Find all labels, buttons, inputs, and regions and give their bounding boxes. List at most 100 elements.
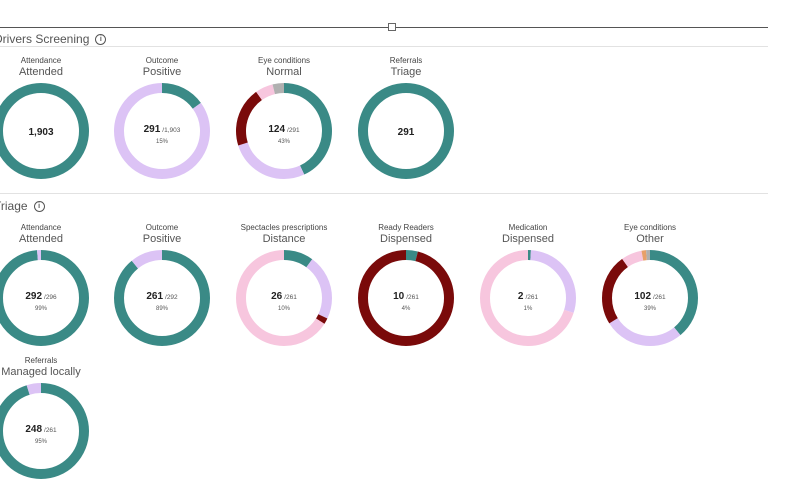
card-category: Referrals [24, 356, 58, 365]
value-count: 292 [25, 291, 42, 302]
donut-chart[interactable]: 291 [357, 82, 455, 180]
donut-center-value: 2/261 [518, 291, 539, 302]
section-title: Drivers Screening [0, 32, 90, 46]
donut-segment-lavender[interactable] [236, 250, 332, 346]
donut-center-value: 26/261 [271, 291, 297, 302]
card-subtitle: Normal [266, 66, 302, 78]
value-count: 10 [393, 291, 405, 302]
donut-segment-pink[interactable] [236, 250, 332, 346]
value-count: 291 [398, 127, 415, 138]
card-category: Attendance [20, 223, 62, 232]
kpi-card-outcome: Outcome Positive 291/1,903 15% [107, 56, 217, 180]
donut-segment-lavender[interactable] [0, 383, 89, 479]
kpi-card-attendance: Attendance Attended 1,903 [0, 56, 96, 180]
value-denominator: /261 [653, 294, 666, 301]
card-subtitle: Managed locally [1, 366, 81, 378]
section-title: Triage [0, 199, 28, 213]
donut-segment-lavender[interactable] [114, 83, 210, 179]
donut-center-value: 248/261 [25, 424, 57, 435]
card-subtitle: Dispensed [380, 233, 432, 245]
donut-center-value: 292/296 [25, 291, 57, 302]
card-category: Attendance [20, 56, 62, 65]
section-divider [0, 193, 768, 194]
value-percent: 89% [156, 306, 169, 312]
section-divider [0, 46, 768, 47]
card-subtitle: Distance [262, 233, 306, 245]
donut-chart[interactable]: 26/261 10% [235, 249, 333, 347]
donut-chart[interactable]: 10/261 4% [357, 249, 455, 347]
kpi-card-ready-readers: Ready Readers Dispensed 10/261 4% [351, 223, 461, 347]
donut-segment-lavender[interactable] [0, 250, 89, 346]
kpi-card-medication: Medication Dispensed 2/261 1% [473, 223, 583, 347]
donut-segment-maroon[interactable] [602, 250, 698, 346]
donut-chart[interactable]: 292/296 99% [0, 249, 90, 347]
donut-segment-lavender[interactable] [480, 250, 576, 346]
donut-chart[interactable]: 261/292 89% [113, 249, 211, 347]
donut-segment-teal[interactable] [358, 83, 454, 179]
card-category: Ready Readers [378, 223, 434, 232]
donut-chart[interactable]: 124/291 43% [235, 82, 333, 180]
info-icon[interactable]: i [33, 200, 45, 212]
kpi-card-eye-conditions: Eye conditions Other 102/261 39% [595, 223, 705, 347]
value-denominator: /261 [406, 294, 419, 301]
donut-chart[interactable]: 2/261 1% [479, 249, 577, 347]
card-subtitle: Attended [18, 233, 64, 245]
value-count: 291 [144, 124, 161, 135]
value-percent: 1% [524, 306, 533, 312]
donut-center-value: 1,903 [28, 127, 53, 138]
kpi-card-eye-conditions: Eye conditions Normal 124/291 43% [229, 56, 339, 180]
value-percent: 10% [278, 306, 291, 312]
value-denominator: /261 [284, 294, 297, 301]
card-category: Spectacles prescriptions [240, 223, 328, 232]
donut-center-value: 261/292 [146, 291, 178, 302]
donut-segment-lavender[interactable] [114, 250, 210, 346]
value-count: 124 [268, 124, 285, 135]
donut-chart[interactable]: 291/1,903 15% [113, 82, 211, 180]
donut-segment-teal[interactable] [0, 83, 89, 179]
card-subtitle: Other [636, 233, 664, 245]
value-percent: 43% [278, 139, 291, 145]
donut-center-value: 291/1,903 [144, 124, 181, 135]
donut-segment-maroon[interactable] [236, 83, 332, 179]
donut-chart[interactable]: 248/261 95% [0, 382, 90, 480]
value-denominator: /261 [44, 427, 57, 434]
value-percent: 99% [35, 306, 48, 312]
value-count: 2 [518, 291, 524, 302]
value-count: 1,903 [28, 127, 53, 138]
donut-center-value: 102/261 [634, 291, 666, 302]
donut-chart[interactable]: 102/261 39% [601, 249, 699, 347]
value-percent: 95% [35, 439, 48, 445]
card-category: Referrals [389, 56, 423, 65]
card-category: Eye conditions [623, 223, 677, 232]
info-icon[interactable]: i [95, 33, 107, 45]
donut-chart[interactable]: 1,903 [0, 82, 90, 180]
value-denominator: /1,903 [162, 127, 180, 134]
card-category: Eye conditions [257, 56, 311, 65]
donut-segment-grey[interactable] [602, 250, 698, 346]
kpi-card-outcome: Outcome Positive 261/292 89% [107, 223, 217, 347]
card-category: Medication [508, 223, 548, 232]
section-header-drivers-screening: Drivers Screening i [0, 32, 107, 46]
card-subtitle: Positive [142, 66, 182, 78]
value-count: 26 [271, 291, 283, 302]
donut-segment-lavender[interactable] [236, 83, 332, 179]
value-count: 261 [146, 291, 163, 302]
donut-segment-grey[interactable] [236, 83, 332, 179]
value-denominator: /296 [44, 294, 57, 301]
value-count: 248 [25, 424, 42, 435]
donut-center-value: 10/261 [393, 291, 419, 302]
top-divider-line [0, 27, 768, 28]
kpi-card-referrals: Referrals Triage 291 [351, 56, 461, 180]
value-percent: 39% [644, 306, 657, 312]
kpi-card-referrals: Referrals Managed locally 248/261 95% [0, 356, 96, 480]
section-header-triage: Triage i [0, 199, 45, 213]
value-count: 102 [634, 291, 651, 302]
card-category: Outcome [145, 223, 179, 232]
card-subtitle: Triage [390, 66, 422, 78]
value-denominator: /261 [525, 294, 538, 301]
donut-segment-maroon[interactable] [358, 250, 454, 346]
value-denominator: /292 [165, 294, 178, 301]
splitter-handle[interactable] [388, 23, 396, 31]
donut-segment-lavender[interactable] [602, 250, 698, 346]
donut-segment-pink[interactable] [480, 250, 576, 346]
